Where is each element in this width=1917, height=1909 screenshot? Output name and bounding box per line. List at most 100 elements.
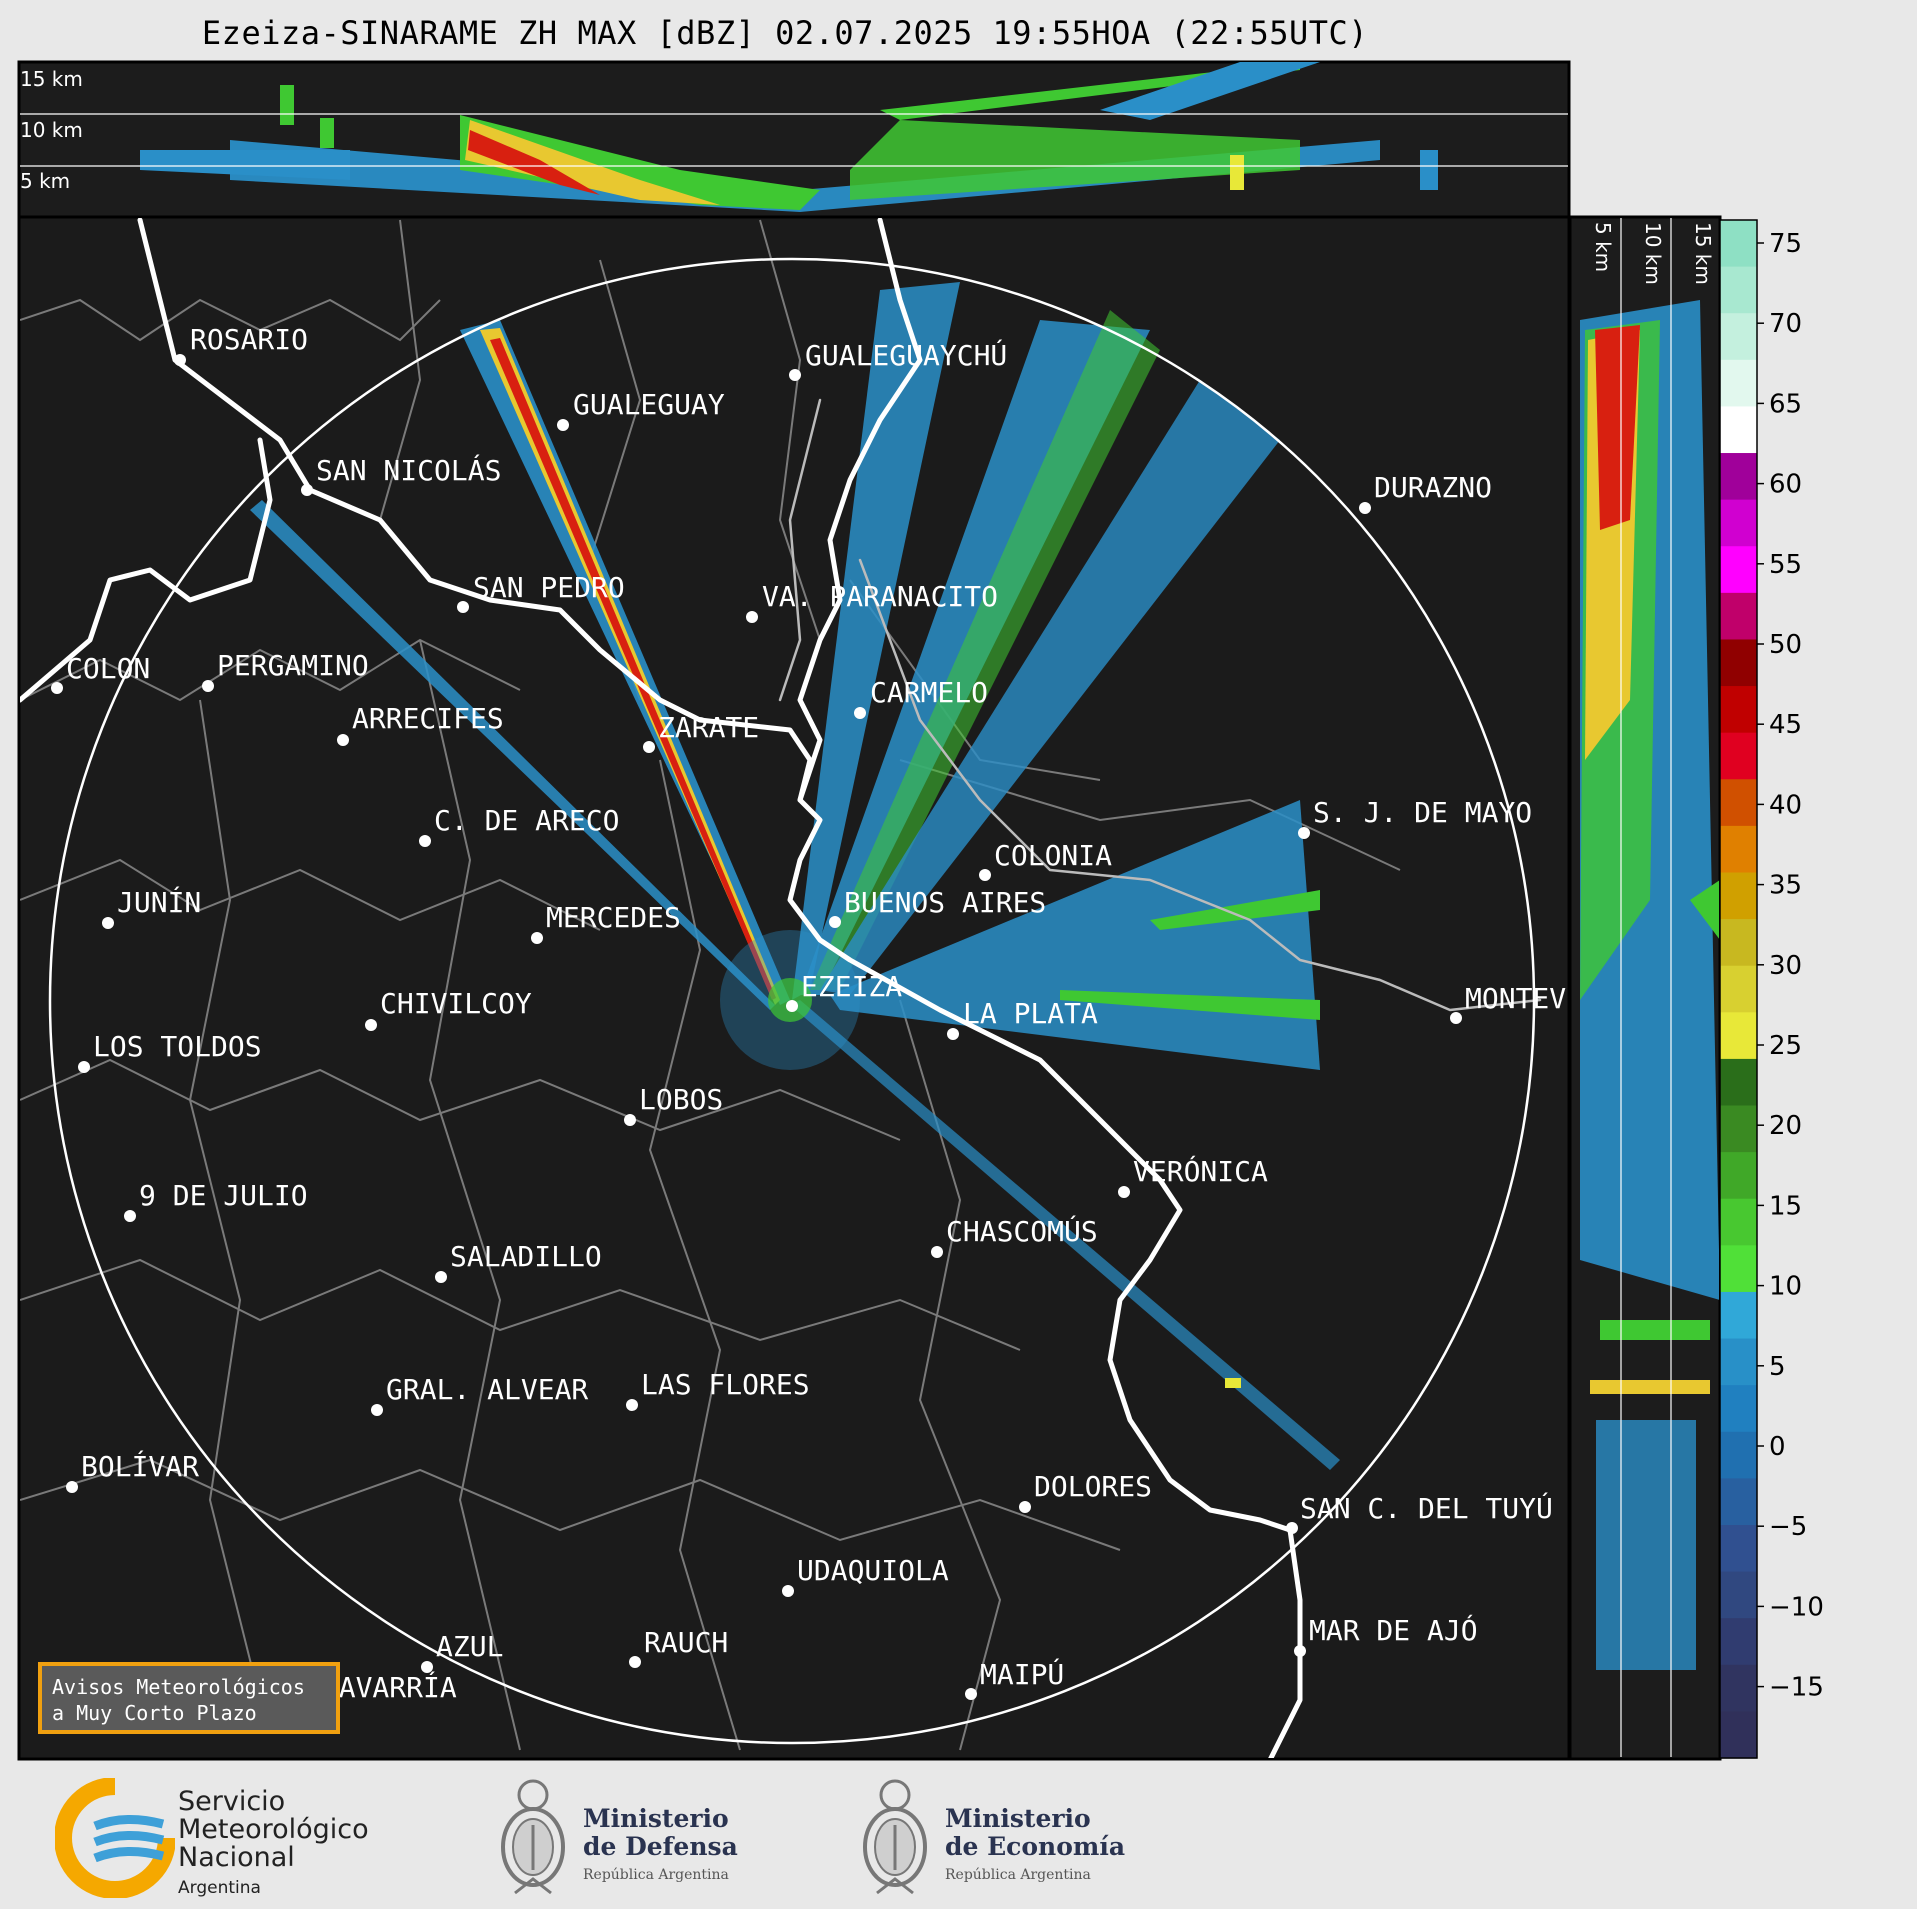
map-title: Ezeiza-SINARAME ZH MAX [dBZ] 02.07.2025 …: [201, 14, 1369, 52]
city-label-durazno: DURAZNO: [1374, 471, 1492, 504]
side-label-5km: 5 km: [1591, 222, 1615, 272]
colorbar-swatch: [1720, 872, 1757, 920]
colorbar-tick-label: 65: [1769, 389, 1802, 419]
city-label-mercedes: MERCEDES: [546, 901, 681, 934]
colorbar-tick-label: 15: [1769, 1191, 1802, 1221]
smn-line-2: Meteorológico: [178, 1814, 369, 1845]
colorbar-swatch: [1720, 453, 1757, 501]
colorbar-tick-label: 10: [1769, 1272, 1802, 1302]
city-label-maipu: MAIPÚ: [980, 1657, 1064, 1691]
city-label-chascomus: CHASCOMÚS: [946, 1214, 1098, 1248]
city-label-chivilcoy: CHIVILCOY: [380, 987, 532, 1020]
city-label-pergamino: PERGAMINO: [217, 649, 369, 682]
coastline: [20, 218, 1542, 1758]
city-label-s-j-de-mayo: S. J. DE MAYO: [1313, 796, 1532, 829]
colorbar-swatch: [1720, 359, 1757, 408]
city-label-va-paranacito: VA. PARANACITO: [762, 580, 998, 613]
colorbar-swatch: [1720, 1711, 1757, 1759]
colorbar-swatch: [1720, 732, 1757, 780]
colorbar-tick-label: 35: [1769, 871, 1802, 901]
colorbar-tick-label: 30: [1769, 951, 1802, 981]
colorbar-swatch: [1720, 1431, 1757, 1479]
city-label-rauch: RAUCH: [644, 1626, 728, 1659]
colorbar-swatch: [1720, 1291, 1757, 1340]
city-label-saladillo: SALADILLO: [450, 1240, 602, 1273]
side-profile-panel: 5 km 10 km 15 km: [1568, 215, 1722, 1761]
colorbar-swatch: [1720, 1058, 1757, 1107]
colorbar-tick-label: 70: [1769, 309, 1802, 339]
colorbar-tick-label: 0: [1769, 1432, 1786, 1462]
colorbar-swatch: [1720, 1571, 1757, 1619]
colorbar-swatch: [1720, 1012, 1757, 1060]
economia-line-2: de Economía: [945, 1832, 1126, 1861]
city-label-junin: JUNÍN: [117, 885, 201, 919]
city-label-azul: AZUL: [436, 1630, 503, 1663]
city-label-san-pedro: SAN PEDRO: [473, 571, 625, 604]
colorbar-swatch: [1720, 1152, 1757, 1200]
colorbar-tick-label: 55: [1769, 550, 1802, 580]
notice-line-1: Avisos Meteorológicos: [52, 1675, 305, 1699]
colorbar-tick-label: 5: [1769, 1352, 1786, 1382]
height-label-15km: 15 km: [20, 67, 83, 91]
colorbar-swatch: [1720, 965, 1757, 1013]
colorbar-swatch: [1720, 220, 1757, 268]
colorbar-tick-label: 75: [1769, 229, 1802, 259]
colorbar-swatch: [1720, 919, 1757, 967]
colorbar-tick-label: 50: [1769, 630, 1802, 660]
smn-logo-text: Servicio Meteorológico Nacional Argentin…: [178, 1788, 369, 1902]
colorbar-swatch: [1720, 825, 1757, 874]
city-label-lobos: LOBOS: [639, 1083, 723, 1116]
colorbar-swatches: [1720, 220, 1757, 1759]
colorbar-swatch: [1720, 266, 1757, 314]
defensa-line-1: Ministerio: [583, 1804, 729, 1833]
colorbar-swatch: [1720, 546, 1757, 594]
radar-map[interactable]: ROSARIO GUALEGUAYCHÚ GUALEGUAY SAN NICOL…: [17, 215, 1634, 1761]
ministerio-economia-logo: Ministerio de Economía República Argenti…: [945, 1805, 1125, 1889]
smn-line-3: Nacional: [178, 1842, 295, 1873]
side-label-10km: 10 km: [1641, 222, 1665, 285]
side-label-15km: 15 km: [1691, 222, 1715, 285]
colorbar-swatch: [1720, 406, 1757, 454]
colorbar-swatch: [1720, 639, 1757, 687]
radar-range-ring: [48, 257, 1536, 1745]
colorbar-swatch: [1720, 499, 1757, 547]
city-label-las-flores: LAS FLORES: [641, 1368, 810, 1401]
city-label-la-plata: LA PLATA: [963, 997, 1098, 1030]
colorbar-swatch: [1720, 592, 1757, 641]
defensa-line-3: República Argentina: [583, 1867, 729, 1883]
colorbar-swatch: [1720, 1664, 1757, 1712]
city-label-bolivar: BOLÍVAR: [81, 1449, 199, 1483]
city-label-arrecifes: ARRECIFES: [352, 702, 504, 735]
colorbar-tick-label: 25: [1769, 1031, 1802, 1061]
city-markers: ROSARIO GUALEGUAYCHÚ GUALEGUAY SAN NICOL…: [51, 323, 1634, 1714]
city-label-udaquiola: UDAQUIOLA: [797, 1554, 949, 1587]
colorbar-swatch: [1720, 686, 1757, 734]
colorbar-swatch: [1720, 1105, 1757, 1153]
coat-of-arms-icon: [501, 1779, 565, 1895]
colorbar-tick-label: 60: [1769, 470, 1802, 500]
colorbar-swatch: [1720, 1478, 1757, 1526]
city-label-ezeiza: EZEIZA: [801, 970, 902, 1003]
warning-notice-box[interactable]: Avisos Meteorológicos a Muy Corto Plazo: [38, 1662, 340, 1734]
colorbar-swatch: [1720, 1338, 1757, 1386]
city-label-veronica: VERÓNICA: [1133, 1154, 1268, 1188]
city-label-rosario: ROSARIO: [190, 323, 308, 356]
city-label-gral-alvear: GRAL. ALVEAR: [386, 1373, 588, 1406]
colorbar-tick-label: −10: [1769, 1592, 1824, 1622]
city-label-mar-de-ajo: MAR DE AJÓ: [1309, 1613, 1478, 1647]
city-label-zarate: ZARATE: [658, 711, 759, 744]
height-profile-panel: 15 km 10 km 5 km: [17, 60, 1571, 219]
colorbar-tick-label: 20: [1769, 1111, 1802, 1141]
colorbar-swatch: [1720, 779, 1757, 827]
colorbar-swatch: [1720, 1245, 1757, 1293]
notice-line-2: a Muy Corto Plazo: [52, 1701, 257, 1725]
city-label-gualeguaychu: GUALEGUAYCHÚ: [805, 338, 1007, 372]
radar-echoes: [250, 282, 1340, 1470]
smn-line-1: Servicio: [178, 1786, 286, 1817]
city-label-san-c-del-tuyu: SAN C. DEL TUYÚ: [1300, 1491, 1553, 1525]
colorbar-swatch: [1720, 1524, 1757, 1573]
city-label-dolores: DOLORES: [1034, 1470, 1152, 1503]
colorbar-swatch: [1720, 1198, 1757, 1246]
height-label-10km: 10 km: [20, 118, 83, 142]
